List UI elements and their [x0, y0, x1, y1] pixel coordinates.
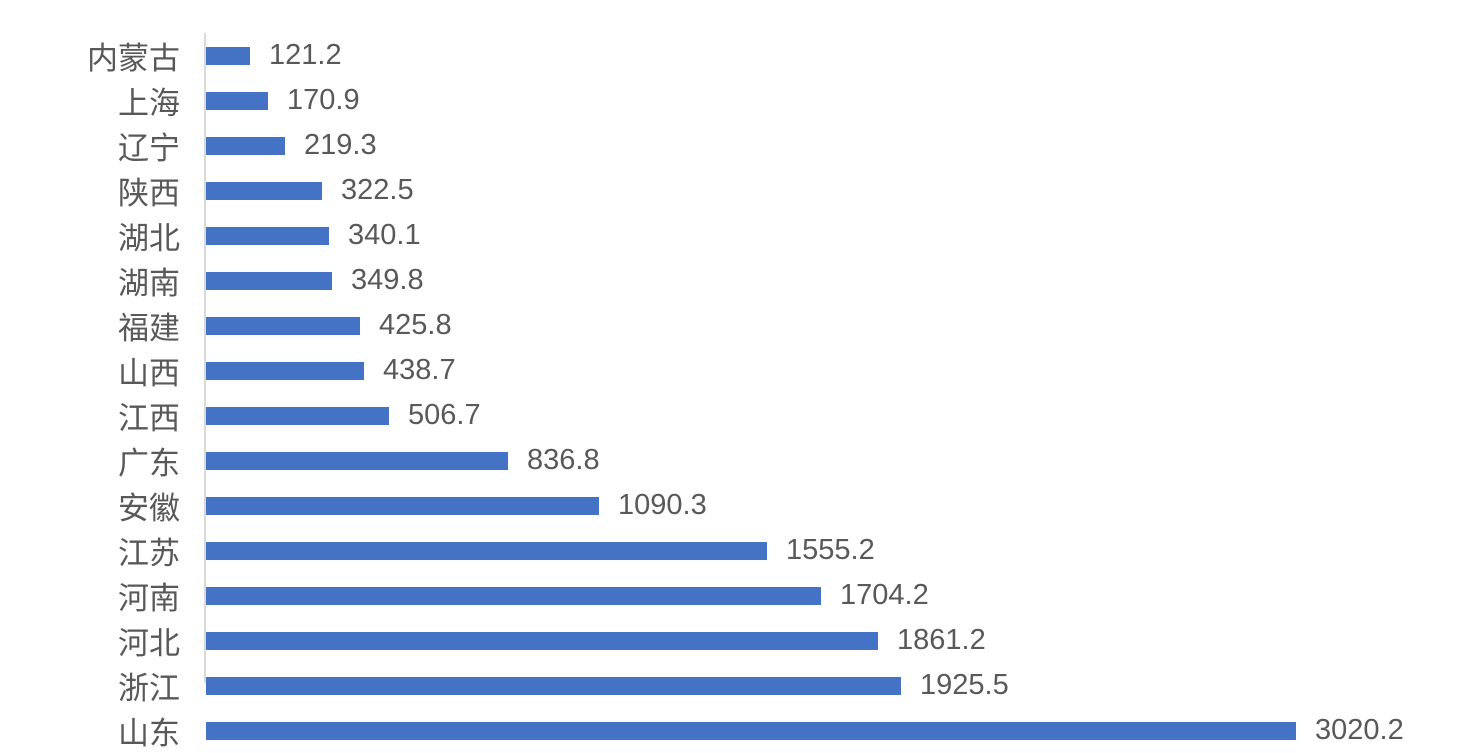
value-label: 322.5: [341, 174, 414, 206]
category-label: 山东: [118, 716, 180, 751]
chart-row: 山东 3020.2: [0, 708, 1472, 753]
category-label: 辽宁: [118, 131, 180, 166]
value-label: 219.3: [304, 129, 377, 161]
plot-area: 内蒙古 121.2 上海 170.9 辽宁 219.3 陕西 322.5 湖北 340.1 湖南 34…: [0, 33, 1472, 751]
category-label: 江西: [118, 401, 180, 436]
bar: [206, 676, 901, 695]
value-label: 1090.3: [618, 489, 707, 521]
chart-row: 江西 506.7: [0, 393, 1472, 438]
bar: [206, 316, 360, 335]
chart-rows: 内蒙古 121.2 上海 170.9 辽宁 219.3 陕西 322.5 湖北 340.1 湖南 34…: [0, 33, 1472, 751]
category-label: 河南: [118, 581, 180, 616]
chart-row: 湖北 340.1: [0, 213, 1472, 258]
bar: [206, 271, 332, 290]
category-label: 浙江: [118, 671, 180, 706]
category-label: 内蒙古: [87, 41, 180, 76]
value-label: 170.9: [287, 84, 360, 116]
value-label: 3020.2: [1315, 714, 1404, 746]
value-label: 121.2: [269, 39, 342, 71]
value-label: 340.1: [348, 219, 421, 251]
chart-row: 上海 170.9: [0, 78, 1472, 123]
bar: [206, 406, 389, 425]
category-label: 山西: [118, 356, 180, 391]
chart-row: 辽宁 219.3: [0, 123, 1472, 168]
category-label: 广东: [118, 446, 180, 481]
category-label: 江苏: [118, 536, 180, 571]
bar: [206, 226, 329, 245]
bar: [206, 541, 767, 560]
value-label: 1704.2: [840, 579, 929, 611]
category-label: 河北: [118, 626, 180, 661]
bar: [206, 46, 250, 65]
chart-row: 湖南 349.8: [0, 258, 1472, 303]
chart-row: 安徽 1090.3: [0, 483, 1472, 528]
category-label: 湖南: [118, 266, 180, 301]
chart-row: 山西 438.7: [0, 348, 1472, 393]
value-label: 349.8: [351, 264, 424, 296]
value-label: 506.7: [408, 399, 481, 431]
chart-row: 浙江 1925.5: [0, 663, 1472, 708]
category-label: 福建: [118, 311, 180, 346]
bar: [206, 181, 322, 200]
bar: [206, 136, 285, 155]
bar: [206, 496, 599, 515]
bar: [206, 91, 268, 110]
category-label: 安徽: [118, 491, 180, 526]
category-label: 陕西: [118, 176, 180, 211]
chart-row: 河北 1861.2: [0, 618, 1472, 663]
bar: [206, 721, 1296, 740]
chart-row: 内蒙古 121.2: [0, 33, 1472, 78]
bar-chart: 内蒙古 121.2 上海 170.9 辽宁 219.3 陕西 322.5 湖北 340.1 湖南 34…: [0, 33, 1472, 751]
category-label: 上海: [118, 86, 180, 121]
chart-row: 陕西 322.5: [0, 168, 1472, 213]
value-label: 836.8: [527, 444, 600, 476]
category-label: 湖北: [118, 221, 180, 256]
chart-row: 广东 836.8: [0, 438, 1472, 483]
value-label: 1925.5: [920, 669, 1009, 701]
value-label: 438.7: [383, 354, 456, 386]
bar: [206, 451, 508, 470]
value-label: 1555.2: [786, 534, 875, 566]
chart-row: 江苏 1555.2: [0, 528, 1472, 573]
bar: [206, 631, 878, 650]
value-label: 1861.2: [897, 624, 986, 656]
chart-row: 河南 1704.2: [0, 573, 1472, 618]
chart-row: 福建 425.8: [0, 303, 1472, 348]
bar: [206, 586, 821, 605]
value-label: 425.8: [379, 309, 452, 341]
y-axis-line: [204, 33, 206, 683]
bar: [206, 361, 364, 380]
